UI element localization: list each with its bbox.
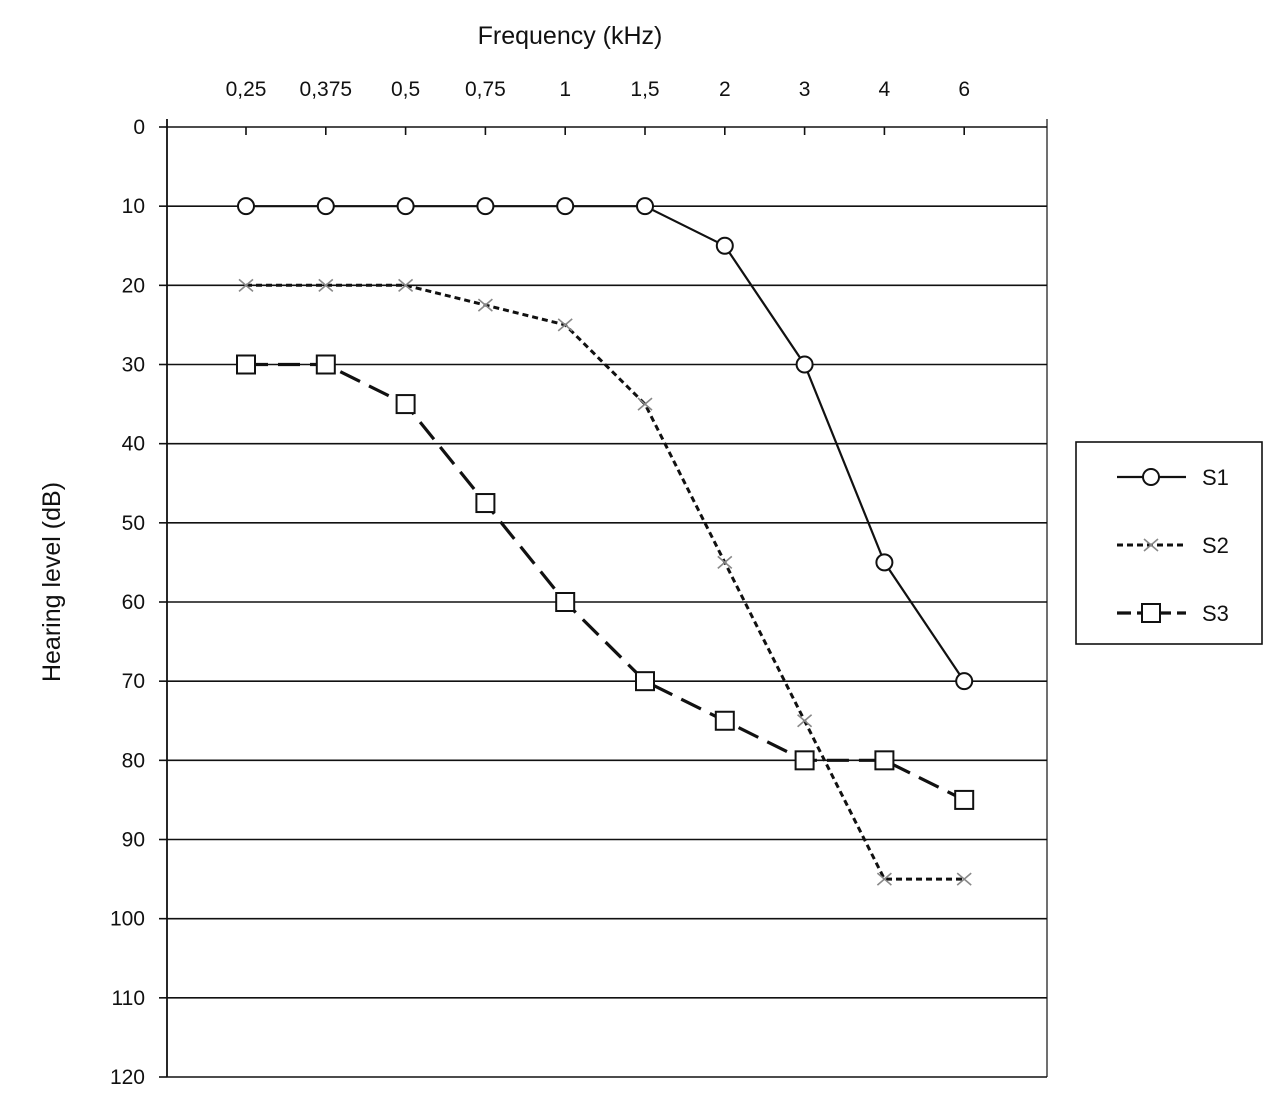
x-tick-label: 4 bbox=[879, 78, 891, 101]
legend: S1 S2 S3 bbox=[1075, 441, 1263, 645]
data-point-s3 bbox=[395, 394, 416, 415]
data-point-s2 bbox=[876, 872, 892, 886]
data-point-s2 bbox=[318, 278, 334, 292]
series-s3 bbox=[236, 354, 975, 810]
data-point-s3 bbox=[954, 789, 975, 810]
data-point-s3 bbox=[714, 710, 735, 731]
x-tick-label: 0,375 bbox=[300, 78, 353, 101]
series-line-s1 bbox=[246, 205, 966, 682]
data-point-s3 bbox=[315, 354, 336, 375]
data-point-s1 bbox=[955, 672, 974, 691]
data-point-s2 bbox=[398, 278, 414, 292]
x-marker-stroke bbox=[717, 555, 733, 570]
legend-marker bbox=[1143, 538, 1159, 552]
y-tick-label: 80 bbox=[122, 749, 145, 772]
x-marker-stroke bbox=[956, 872, 972, 886]
data-point-s2 bbox=[637, 397, 653, 411]
legend-marker bbox=[1142, 468, 1160, 486]
data-point-s2 bbox=[238, 278, 254, 292]
series-s1 bbox=[237, 197, 974, 691]
y-tick-label: 0 bbox=[133, 116, 145, 139]
x-tick-label: 1,5 bbox=[630, 78, 659, 101]
x-tick-label: 1 bbox=[559, 78, 571, 101]
y-tick-label: 110 bbox=[112, 987, 145, 1010]
data-point-s1 bbox=[795, 355, 814, 374]
data-point-s3 bbox=[794, 750, 815, 771]
data-point-s1 bbox=[715, 236, 734, 255]
grid-lines bbox=[167, 126, 1047, 1078]
y-tick-label: 30 bbox=[122, 354, 145, 377]
x-marker-stroke bbox=[318, 278, 334, 292]
legend-item-s1: S1 bbox=[1117, 465, 1229, 490]
y-tick-label: 70 bbox=[122, 670, 145, 693]
x-tick-label: 3 bbox=[799, 78, 811, 101]
legend-label: S3 bbox=[1202, 601, 1229, 626]
data-point-s1 bbox=[476, 197, 495, 216]
data-point-s2 bbox=[477, 298, 493, 312]
data-point-s1 bbox=[237, 197, 255, 216]
data-point-s2 bbox=[717, 555, 733, 570]
y-tick-label: 50 bbox=[122, 512, 145, 535]
y-tick-label: 120 bbox=[110, 1066, 145, 1089]
data-point-s1 bbox=[316, 197, 335, 216]
data-point-s1 bbox=[875, 553, 894, 572]
y-tick-label: 90 bbox=[122, 829, 145, 852]
series-s2 bbox=[238, 278, 972, 886]
x-marker-stroke bbox=[876, 872, 892, 886]
data-point-s3 bbox=[635, 671, 655, 692]
series-line-s2 bbox=[246, 283, 965, 881]
data-point-s1 bbox=[556, 197, 575, 216]
x-marker-stroke bbox=[557, 318, 573, 332]
data-point-s1 bbox=[636, 197, 654, 216]
axes: 0 10 20 30 40 50 60 70 80 90 100 110 120 0,25 0,375 0,5… bbox=[110, 78, 1048, 1089]
legend-label: S2 bbox=[1202, 533, 1229, 558]
x-marker-stroke bbox=[477, 298, 493, 312]
x-marker-stroke bbox=[637, 397, 653, 411]
x-tick-label: 0,75 bbox=[465, 78, 506, 101]
y-tick-label: 100 bbox=[110, 908, 145, 931]
y-tick-label: 20 bbox=[122, 274, 145, 297]
x-tick-label: 0,5 bbox=[391, 78, 420, 101]
x-tick-label: 6 bbox=[958, 78, 970, 101]
legend-item-s3: S3 bbox=[1117, 601, 1229, 626]
series-lines bbox=[236, 197, 975, 886]
x-marker-stroke bbox=[398, 278, 414, 292]
y-tick-label: 10 bbox=[122, 195, 145, 218]
x-marker-stroke bbox=[1143, 538, 1159, 552]
legend-marker bbox=[1141, 603, 1161, 623]
series-line-s3 bbox=[246, 362, 965, 802]
data-point-s1 bbox=[396, 197, 415, 216]
data-point-s3 bbox=[555, 592, 576, 612]
data-point-s2 bbox=[557, 318, 573, 332]
x-marker-stroke bbox=[797, 714, 813, 728]
data-point-s3 bbox=[236, 354, 256, 375]
x-tick-label: 0,25 bbox=[226, 78, 267, 101]
data-point-s3 bbox=[874, 750, 895, 771]
x-marker-stroke bbox=[238, 278, 254, 292]
y-tick-label: 60 bbox=[122, 591, 145, 614]
data-point-s2 bbox=[956, 872, 972, 886]
x-axis-title: Frequency (kHz) bbox=[478, 22, 663, 50]
x-tick-label: 2 bbox=[719, 78, 731, 101]
data-point-s3 bbox=[475, 493, 496, 514]
legend-item-s2: S2 bbox=[1117, 533, 1229, 558]
legend-box bbox=[1075, 441, 1263, 645]
y-axis-title: Hearing level (dB) bbox=[38, 482, 66, 682]
data-point-s2 bbox=[797, 714, 813, 728]
y-tick-label: 40 bbox=[122, 433, 145, 456]
legend-label: S1 bbox=[1202, 465, 1229, 490]
